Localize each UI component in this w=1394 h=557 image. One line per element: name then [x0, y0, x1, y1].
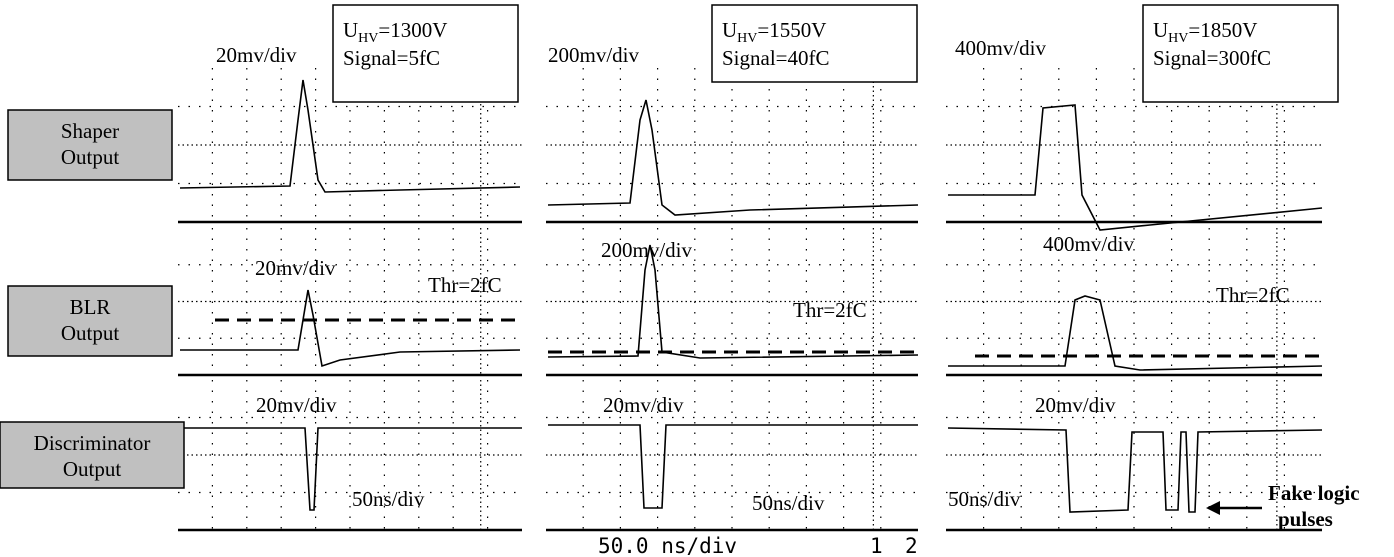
trace	[548, 100, 918, 215]
hv-subscript: HV	[1168, 31, 1188, 46]
scope-footer: 50.0 ns/div	[598, 534, 737, 557]
scale-label: 200mv/div	[548, 43, 640, 67]
trace	[948, 296, 1322, 370]
hv-value: =1300V	[378, 18, 447, 42]
time-scale: 50ns/div	[948, 487, 1021, 511]
threshold-label: Thr=2fC	[793, 298, 867, 322]
arrow-head	[1206, 501, 1220, 515]
signal-label: Signal=300fC	[1153, 46, 1271, 70]
threshold-label: Thr=2fC	[1216, 283, 1290, 307]
scale-label: 400mv/div	[1043, 232, 1135, 256]
row-label: Output	[61, 145, 120, 169]
row-label: Output	[61, 321, 120, 345]
hv-symbol: U	[722, 18, 737, 42]
trace	[180, 428, 522, 510]
hv-subscript: HV	[358, 31, 378, 46]
scope-footer: 2	[905, 534, 918, 557]
trace	[548, 425, 918, 508]
hv-value: =1550V	[757, 18, 826, 42]
row-label: Shaper	[61, 119, 119, 143]
figure: ShaperOutputBLROutputDiscriminatorOutput…	[0, 0, 1394, 557]
time-scale: 50ns/div	[752, 491, 825, 515]
hv-symbol: U	[1153, 18, 1168, 42]
scale-label: 20mv/div	[216, 43, 297, 67]
hv-symbol: U	[343, 18, 358, 42]
annotation: Fake logic	[1268, 481, 1360, 505]
hv-subscript: HV	[737, 31, 757, 46]
time-scale: 50ns/div	[352, 487, 425, 511]
annotation: pulses	[1278, 507, 1333, 531]
signal-label: Signal=5fC	[343, 46, 440, 70]
scale-label: 400mv/div	[955, 36, 1047, 60]
trace	[948, 105, 1322, 230]
scale-label: 20mv/div	[256, 393, 337, 417]
scale-label: 20mv/div	[255, 256, 336, 280]
row-label: Output	[63, 457, 122, 481]
scale-label: 20mv/div	[1035, 393, 1116, 417]
hv-value: =1850V	[1188, 18, 1257, 42]
row-label: Discriminator	[34, 431, 151, 455]
scope-footer: 1	[870, 534, 883, 557]
scale-label: 20mv/div	[603, 393, 684, 417]
signal-label: Signal=40fC	[722, 46, 830, 70]
threshold-label: Thr=2fC	[428, 273, 502, 297]
row-label: BLR	[70, 295, 111, 319]
scale-label: 200mv/div	[601, 238, 693, 262]
